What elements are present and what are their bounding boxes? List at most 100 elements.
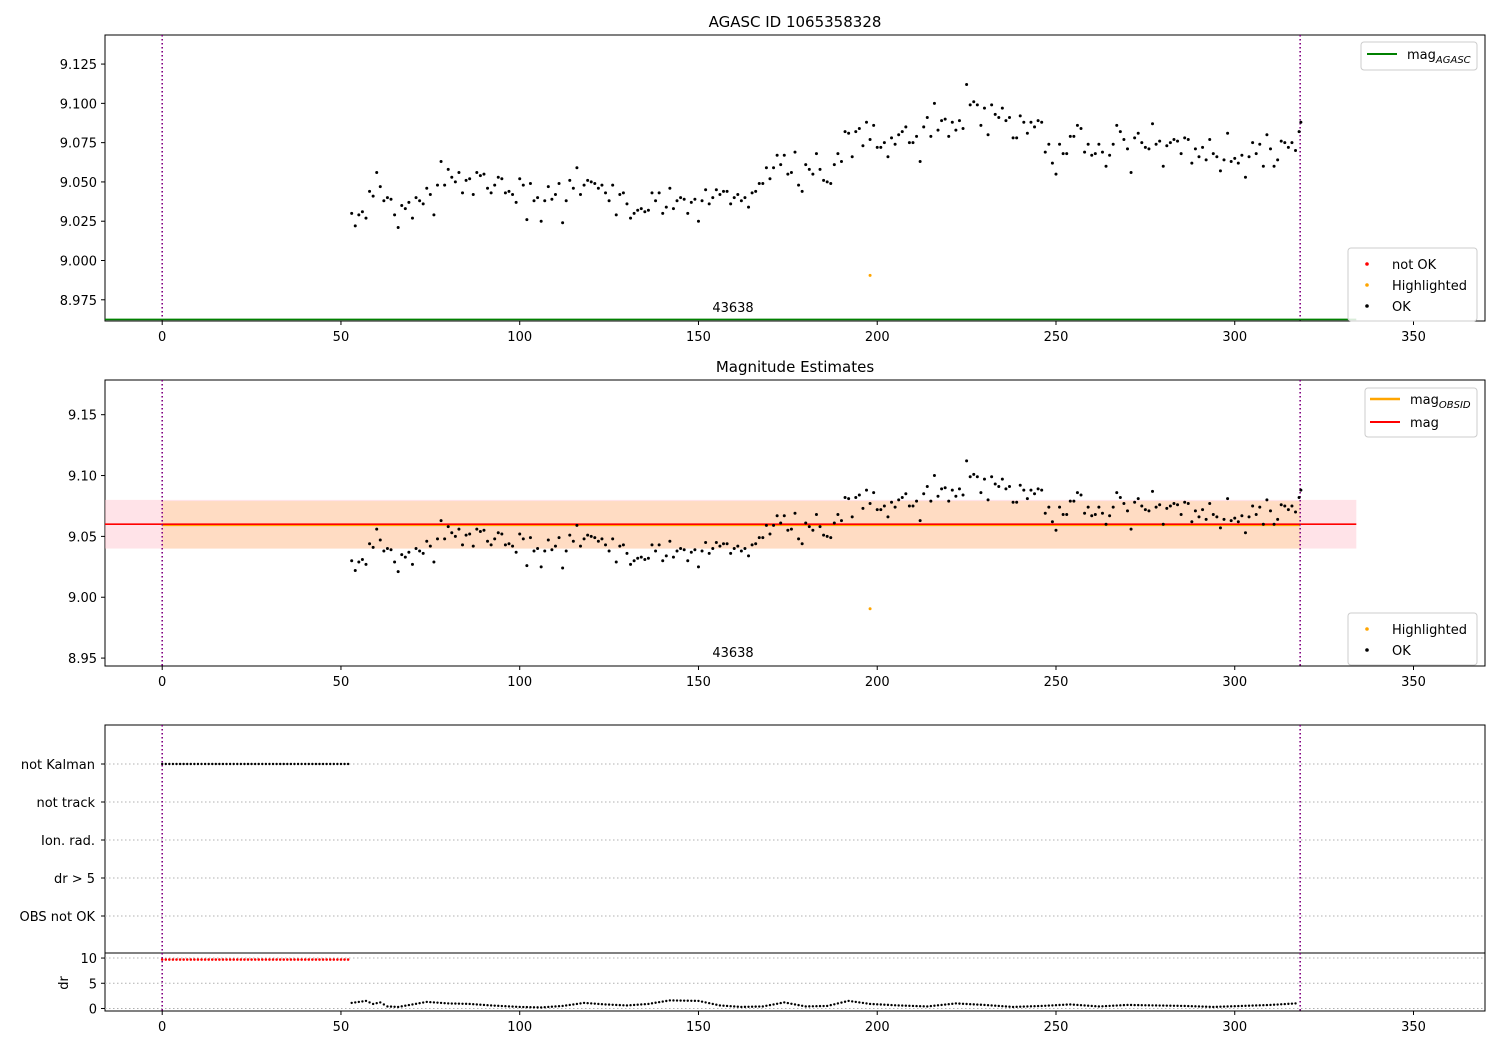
dr-point <box>758 1005 761 1008</box>
dr-point <box>1219 1005 1222 1008</box>
ok-point <box>1029 120 1033 124</box>
ok-point <box>900 495 904 499</box>
not-kalman-point <box>246 762 250 766</box>
legend-marker-not-ok <box>1365 262 1369 266</box>
ok-point <box>1111 505 1115 509</box>
ok-point <box>589 534 593 538</box>
ok-point <box>400 204 404 207</box>
dr-point <box>722 1004 725 1007</box>
ok-point <box>854 130 858 134</box>
dr-point <box>715 1003 718 1006</box>
flag-label: Ion. rad. <box>41 834 95 849</box>
x-tick-label: 0 <box>158 1020 166 1035</box>
ok-point <box>879 508 883 512</box>
ok-point <box>493 537 497 541</box>
ok-point <box>1233 156 1237 160</box>
ok-point <box>1140 141 1144 145</box>
ok-point <box>675 549 679 553</box>
not-kalman-point <box>161 762 164 766</box>
not-kalman-point <box>203 762 207 766</box>
dr-flagged-point <box>225 958 228 961</box>
dr-point <box>1215 1005 1219 1009</box>
ok-point <box>611 183 615 187</box>
ok-point <box>847 497 851 501</box>
ok-point <box>428 544 432 548</box>
legend-label-mag: mag <box>1410 416 1439 431</box>
ok-point <box>1047 505 1051 509</box>
dr-point <box>1187 1004 1190 1008</box>
dr-point <box>1276 1003 1279 1006</box>
dr-point <box>1111 1004 1115 1007</box>
ok-point <box>882 141 886 145</box>
dr-point <box>772 1003 775 1006</box>
dr-point <box>518 1005 521 1009</box>
dr-point <box>922 1005 925 1008</box>
ok-point <box>689 550 693 554</box>
ok-point <box>664 554 668 558</box>
dr-point <box>643 1002 647 1006</box>
y-tick-label: 9.00 <box>68 591 97 606</box>
ok-point <box>507 542 511 546</box>
ok-point <box>1122 138 1126 141</box>
dr-point <box>1126 1003 1129 1007</box>
legend-label: not OK <box>1392 258 1437 273</box>
ok-point <box>714 188 718 192</box>
dr-point <box>361 1000 364 1003</box>
y-tick-label: 9.000 <box>60 255 97 270</box>
dr-point <box>868 1002 872 1006</box>
dr-point <box>593 1002 596 1005</box>
ok-point <box>761 536 765 540</box>
ok-point <box>1097 505 1101 509</box>
y-tick-label: 5 <box>89 977 97 992</box>
ok-point <box>800 189 804 193</box>
dr-point <box>743 1005 747 1009</box>
ok-point <box>979 491 983 495</box>
ok-point <box>1154 142 1158 146</box>
ok-point <box>439 519 443 523</box>
ok-point <box>750 543 754 547</box>
ok-point <box>1083 511 1087 515</box>
dr-point <box>468 1002 471 1006</box>
ok-point <box>1240 514 1244 518</box>
x-tick-label: 50 <box>333 330 350 345</box>
dr-point <box>507 1005 511 1008</box>
ok-point <box>779 521 783 525</box>
ok-point <box>789 527 793 531</box>
dr-point <box>682 999 686 1002</box>
dr-point <box>411 1003 414 1006</box>
dr-point <box>1222 1005 1226 1008</box>
ok-point <box>1058 142 1062 146</box>
ok-point <box>443 183 447 187</box>
ok-point <box>654 199 658 203</box>
ok-point <box>625 202 629 206</box>
dr-point <box>700 1000 704 1003</box>
dr-point <box>590 1002 593 1005</box>
ok-point <box>707 202 711 206</box>
dr-point <box>375 1001 378 1005</box>
ok-point <box>775 514 779 518</box>
dr-flagged-point <box>289 958 293 961</box>
dr-point <box>475 1003 479 1006</box>
ok-point <box>950 120 954 124</box>
ok-point <box>421 551 425 555</box>
ok-point <box>764 166 768 170</box>
ok-point <box>507 189 511 193</box>
dr-point <box>1272 1003 1276 1006</box>
ok-point <box>539 565 543 569</box>
legend-marker-highlighted <box>1365 627 1369 631</box>
ok-point <box>911 141 915 145</box>
x-tick-label: 150 <box>686 675 711 690</box>
ok-point <box>975 475 979 479</box>
ok-point <box>768 177 772 181</box>
ok-point <box>450 531 454 535</box>
dr-flagged-point <box>303 958 307 961</box>
ok-point <box>514 200 518 204</box>
ok-point <box>1165 506 1169 510</box>
ok-point <box>1022 120 1026 124</box>
dr-point <box>350 1001 353 1005</box>
dr-point <box>1208 1005 1211 1009</box>
panel-2-obsid-label: 43638 <box>712 646 753 661</box>
ok-point <box>793 150 797 154</box>
dr-point <box>625 1004 629 1007</box>
ok-point <box>518 532 522 536</box>
